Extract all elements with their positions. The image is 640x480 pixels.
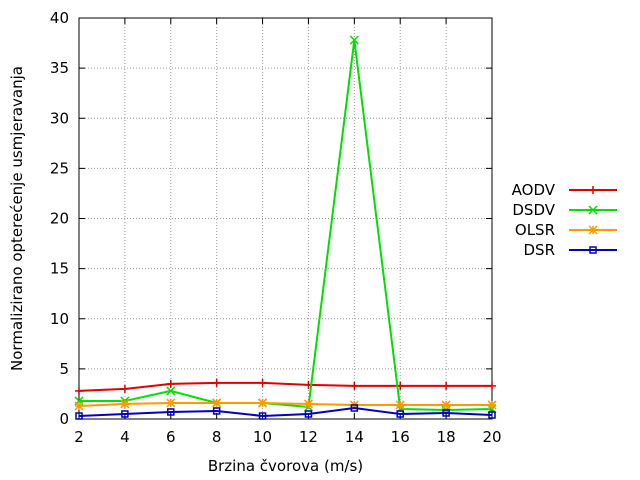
series-line-dsdv — [79, 39, 493, 411]
data-point-aodv — [442, 381, 451, 390]
data-point-aodv — [488, 381, 496, 390]
data-point-olsr — [303, 399, 313, 409]
legend: AODV DSDV OLSR DSR — [512, 181, 617, 259]
y-tick-label: 5 — [59, 360, 69, 378]
series-layer — [74, 35, 497, 420]
data-point-olsr — [258, 398, 268, 408]
legend-label-dsdv: DSDV — [512, 201, 555, 219]
legend-label-aodv: AODV — [512, 181, 556, 199]
y-tick-label: 25 — [50, 159, 69, 177]
series-dsr — [75, 404, 496, 420]
data-point-dsr — [258, 412, 267, 420]
series-aodv — [75, 378, 496, 395]
y-tick-label: 40 — [50, 9, 69, 27]
data-point-olsr — [166, 398, 176, 408]
y-tick-label: 35 — [50, 59, 69, 77]
legend-marker-dsr — [589, 246, 597, 254]
data-point-olsr — [212, 398, 222, 408]
data-point-olsr — [120, 399, 130, 409]
y-tick-label: 15 — [50, 260, 69, 278]
x-tick-label: 10 — [253, 428, 272, 446]
x-tick-label: 6 — [166, 428, 176, 446]
y-tick-label: 10 — [50, 310, 69, 328]
data-point-dsr — [396, 410, 404, 418]
y-axis-title: Normalizirano opterećenje usmjeravanja — [8, 66, 26, 371]
data-point-dsr — [304, 410, 313, 418]
x-axis-title: Brzina čvorova (m/s) — [208, 457, 363, 475]
x-tick-label: 12 — [299, 428, 318, 446]
data-point-dsr — [121, 410, 129, 418]
y-tick-label: 20 — [50, 210, 69, 228]
series-dsdv — [74, 35, 497, 415]
legend-label-dsr: DSR — [524, 241, 556, 259]
legend-marker-aodv — [589, 186, 597, 194]
data-point-olsr — [441, 400, 451, 410]
data-point-olsr — [487, 400, 497, 410]
data-point-dsdv — [349, 35, 359, 45]
grid-lines — [79, 18, 492, 419]
x-tick-label: 16 — [391, 428, 410, 446]
x-tick-label: 18 — [437, 428, 456, 446]
data-point-aodv — [350, 381, 359, 390]
data-point-aodv — [120, 384, 129, 393]
data-point-dsr — [488, 411, 496, 419]
y-axis-ticks: 0 5 10 15 20 25 30 35 40 — [50, 9, 492, 428]
x-tick-label: 2 — [74, 428, 84, 446]
data-point-dsr — [167, 408, 175, 416]
data-point-aodv — [212, 378, 221, 387]
data-point-dsr — [75, 412, 83, 420]
x-tick-label: 4 — [120, 428, 130, 446]
data-point-aodv — [166, 379, 175, 388]
legend-label-olsr: OLSR — [515, 221, 555, 239]
data-point-olsr — [395, 400, 405, 410]
x-tick-label: 8 — [212, 428, 222, 446]
data-point-dsr — [350, 404, 359, 412]
x-tick-label: 20 — [482, 428, 501, 446]
series-line-dsr — [78, 406, 493, 417]
legend-marker-dsdv — [588, 205, 598, 215]
data-point-aodv — [258, 378, 267, 387]
x-axis-ticks: 2 4 6 8 10 12 14 16 18 20 — [74, 18, 502, 446]
y-tick-label: 30 — [50, 109, 69, 127]
data-point-dsr — [212, 407, 221, 415]
data-point-aodv — [75, 386, 83, 395]
x-tick-label: 14 — [345, 428, 364, 446]
legend-marker-olsr — [588, 225, 598, 235]
y-tick-label: 0 — [59, 410, 69, 428]
data-point-olsr — [74, 401, 84, 411]
series-line-olsr — [78, 401, 492, 407]
data-point-dsr — [442, 409, 450, 417]
data-point-dsdv — [166, 386, 176, 396]
series-line-aodv — [78, 381, 492, 392]
